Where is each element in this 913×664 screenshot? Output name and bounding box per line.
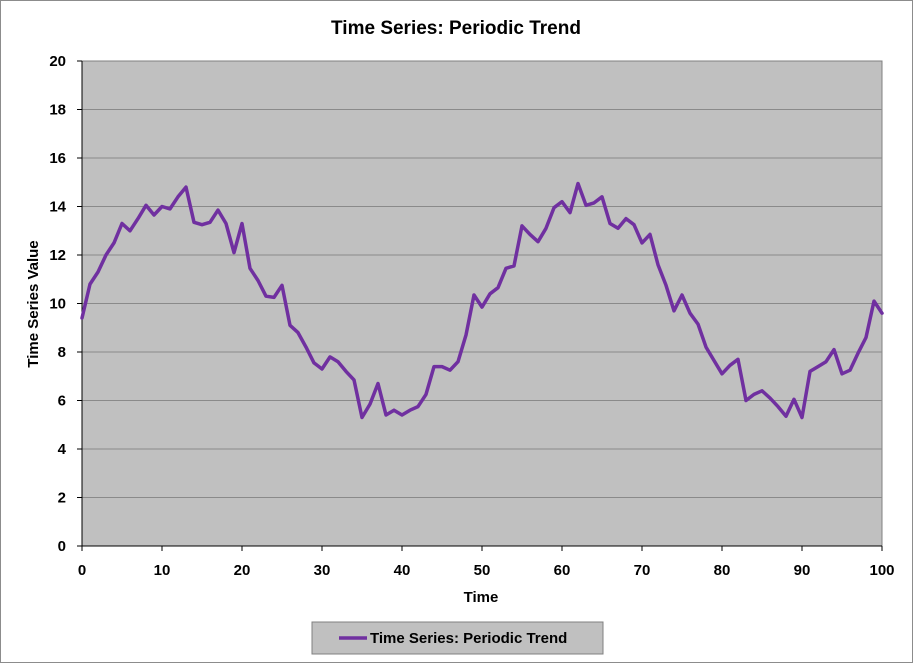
series-line (80, 181, 884, 420)
x-tick-label: 80 (714, 562, 731, 579)
y-tick-label: 16 (49, 150, 66, 167)
series-layer (80, 181, 884, 420)
x-tick-label: 50 (474, 562, 491, 579)
x-tick-label: 90 (794, 562, 811, 579)
y-tick-label: 20 (49, 53, 66, 70)
x-tick-label: 0 (78, 562, 86, 579)
x-tick-label: 10 (154, 562, 171, 579)
x-tick-label: 20 (234, 562, 251, 579)
x-tick-label: 60 (554, 562, 571, 579)
y-tick-label: 10 (49, 296, 66, 313)
x-axis-label: Time (464, 589, 499, 606)
y-tick-label: 2 (58, 490, 66, 507)
y-tick-label: 4 (58, 441, 67, 458)
x-axis-ticks: 0 10 20 30 40 50 60 70 80 90 100 (78, 546, 895, 579)
y-axis-label: Time Series Value (25, 240, 42, 367)
x-tick-label: 40 (394, 562, 411, 579)
legend-entry-label: Time Series: Periodic Trend (370, 630, 567, 647)
x-tick-label: 70 (634, 562, 651, 579)
chart-title: Time Series: Periodic Trend (331, 18, 581, 39)
y-axis-ticks: 0 2 4 6 8 10 12 14 16 18 20 (49, 53, 82, 555)
y-tick-label: 0 (58, 538, 66, 555)
x-tick-label: 100 (869, 562, 894, 579)
x-tick-label: 30 (314, 562, 331, 579)
y-tick-label: 8 (58, 344, 66, 361)
gridlines (82, 109, 882, 498)
y-tick-label: 14 (49, 199, 66, 216)
y-tick-label: 12 (49, 247, 66, 264)
legend: Time Series: Periodic Trend (311, 621, 604, 655)
y-tick-label: 18 (49, 102, 66, 119)
y-tick-label: 6 (58, 393, 66, 410)
